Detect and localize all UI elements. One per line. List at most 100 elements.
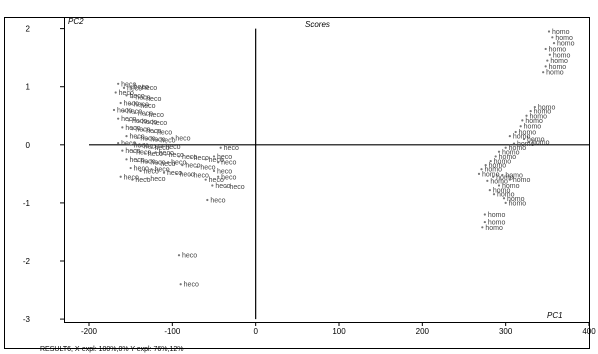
point-label: heco — [155, 167, 170, 174]
score-point — [483, 213, 486, 216]
point-label: homo — [494, 159, 512, 166]
point-label: heco — [134, 84, 149, 91]
point-label: homo — [485, 167, 503, 174]
point-label: heco — [209, 157, 224, 164]
score-point — [508, 178, 511, 181]
score-point — [508, 134, 511, 138]
point-label: heco — [215, 183, 230, 190]
score-point — [122, 110, 126, 113]
y-tick-label: -3 — [23, 315, 31, 324]
point-label: heco — [130, 93, 145, 100]
y-tick-label: 2 — [26, 25, 31, 34]
score-point — [547, 30, 551, 33]
score-point — [142, 129, 145, 132]
score-point — [147, 121, 151, 124]
score-point — [217, 161, 220, 164]
point-label: homo — [553, 52, 571, 59]
point-label: heco — [221, 160, 236, 167]
point-label: homo — [557, 41, 575, 48]
score-point — [164, 153, 167, 156]
score-point — [480, 168, 483, 171]
score-point — [117, 141, 120, 145]
point-label: homo — [549, 46, 567, 53]
point-label: heco — [230, 184, 245, 191]
point-label: heco — [134, 166, 149, 173]
score-point — [146, 137, 149, 141]
score-point — [139, 144, 142, 148]
score-point — [552, 42, 556, 45]
score-point — [488, 189, 491, 192]
score-point — [204, 178, 207, 181]
plot-frame — [4, 17, 590, 349]
y-tick-label: -2 — [23, 257, 31, 266]
x-tick-label: 100 — [332, 327, 346, 336]
point-label: heco — [160, 138, 175, 145]
point-label: heco — [148, 151, 163, 158]
point-label: heco — [169, 152, 184, 159]
point-label: homo — [502, 149, 520, 156]
score-point — [483, 220, 486, 224]
score-point — [494, 155, 497, 158]
score-point — [542, 71, 545, 74]
score-point — [501, 173, 504, 177]
point-label: homo — [499, 154, 517, 161]
point-label: homo — [490, 178, 508, 185]
point-label: homo — [507, 196, 525, 203]
point-label: heco — [180, 171, 195, 178]
score-point — [514, 130, 517, 134]
score-point — [133, 111, 136, 114]
point-label: homo — [555, 35, 573, 42]
score-point — [522, 137, 526, 141]
score-point — [497, 184, 501, 187]
point-label: heco — [217, 154, 232, 161]
point-label: heco — [217, 168, 232, 175]
x-tick-label: 400 — [582, 327, 596, 336]
point-label: heco — [221, 174, 236, 181]
score-point — [162, 171, 166, 174]
result-footer: RESULT6, X-expl: 100%,0% Y-expl: 76%,12% — [40, 346, 184, 353]
score-point — [211, 184, 214, 187]
point-label: heco — [184, 282, 199, 289]
point-label: heco — [152, 120, 167, 127]
point-label: heco — [124, 174, 139, 181]
point-label: homo — [519, 130, 537, 137]
score-point — [129, 166, 132, 170]
point-label: homo — [546, 70, 564, 77]
score-point — [546, 59, 549, 62]
score-point — [171, 136, 174, 139]
score-point — [177, 254, 181, 257]
point-label: heco — [200, 164, 215, 171]
score-point — [551, 36, 554, 39]
point-label: heco — [209, 177, 224, 184]
score-point — [477, 172, 481, 175]
y-tick-label: 1 — [26, 83, 31, 92]
score-point — [527, 140, 531, 144]
score-point — [136, 104, 139, 107]
point-label: homo — [485, 225, 503, 232]
point-label: homo — [534, 109, 552, 116]
score-point — [127, 119, 131, 122]
score-point — [189, 173, 192, 177]
score-point — [521, 119, 524, 122]
point-label: homo — [509, 145, 527, 152]
score-point — [146, 177, 149, 180]
score-point — [486, 179, 489, 182]
point-label: heco — [135, 177, 150, 184]
score-point — [212, 169, 216, 173]
score-point — [122, 86, 126, 89]
point-label: homo — [496, 174, 514, 181]
point-label: heco — [144, 168, 159, 175]
score-point — [179, 283, 182, 286]
score-point — [150, 146, 153, 149]
point-label: homo — [517, 141, 535, 148]
score-point — [132, 150, 135, 153]
score-point — [152, 130, 156, 134]
score-point — [144, 113, 147, 116]
score-point — [156, 139, 159, 142]
point-label: homo — [524, 124, 542, 131]
point-label: homo — [513, 177, 531, 184]
point-label: homo — [502, 183, 520, 190]
chart-title: Scores — [305, 20, 330, 29]
